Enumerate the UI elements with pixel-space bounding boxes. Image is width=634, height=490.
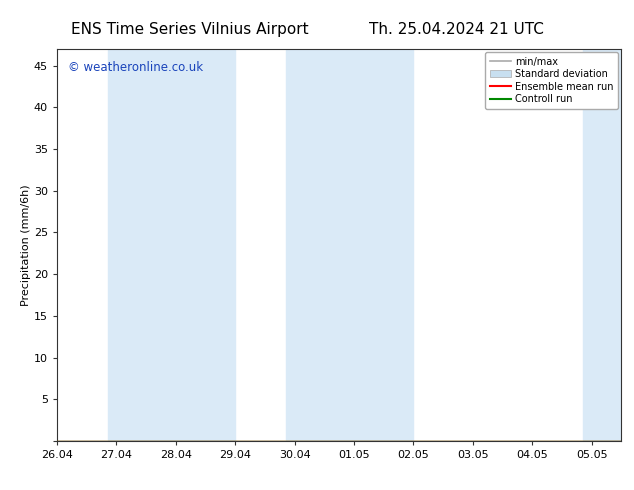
Text: ENS Time Series Vilnius Airport: ENS Time Series Vilnius Airport	[72, 22, 309, 37]
Bar	[345, 49, 413, 441]
Y-axis label: Precipitation (mm/6h): Precipitation (mm/6h)	[21, 184, 31, 306]
Bar	[286, 49, 354, 441]
Bar	[108, 49, 176, 441]
Legend: min/max, Standard deviation, Ensemble mean run, Controll run: min/max, Standard deviation, Ensemble me…	[485, 52, 618, 109]
Bar	[167, 49, 235, 441]
Text: Th. 25.04.2024 21 UTC: Th. 25.04.2024 21 UTC	[369, 22, 544, 37]
Text: © weatheronline.co.uk: © weatheronline.co.uk	[68, 61, 204, 74]
Bar	[583, 49, 634, 441]
